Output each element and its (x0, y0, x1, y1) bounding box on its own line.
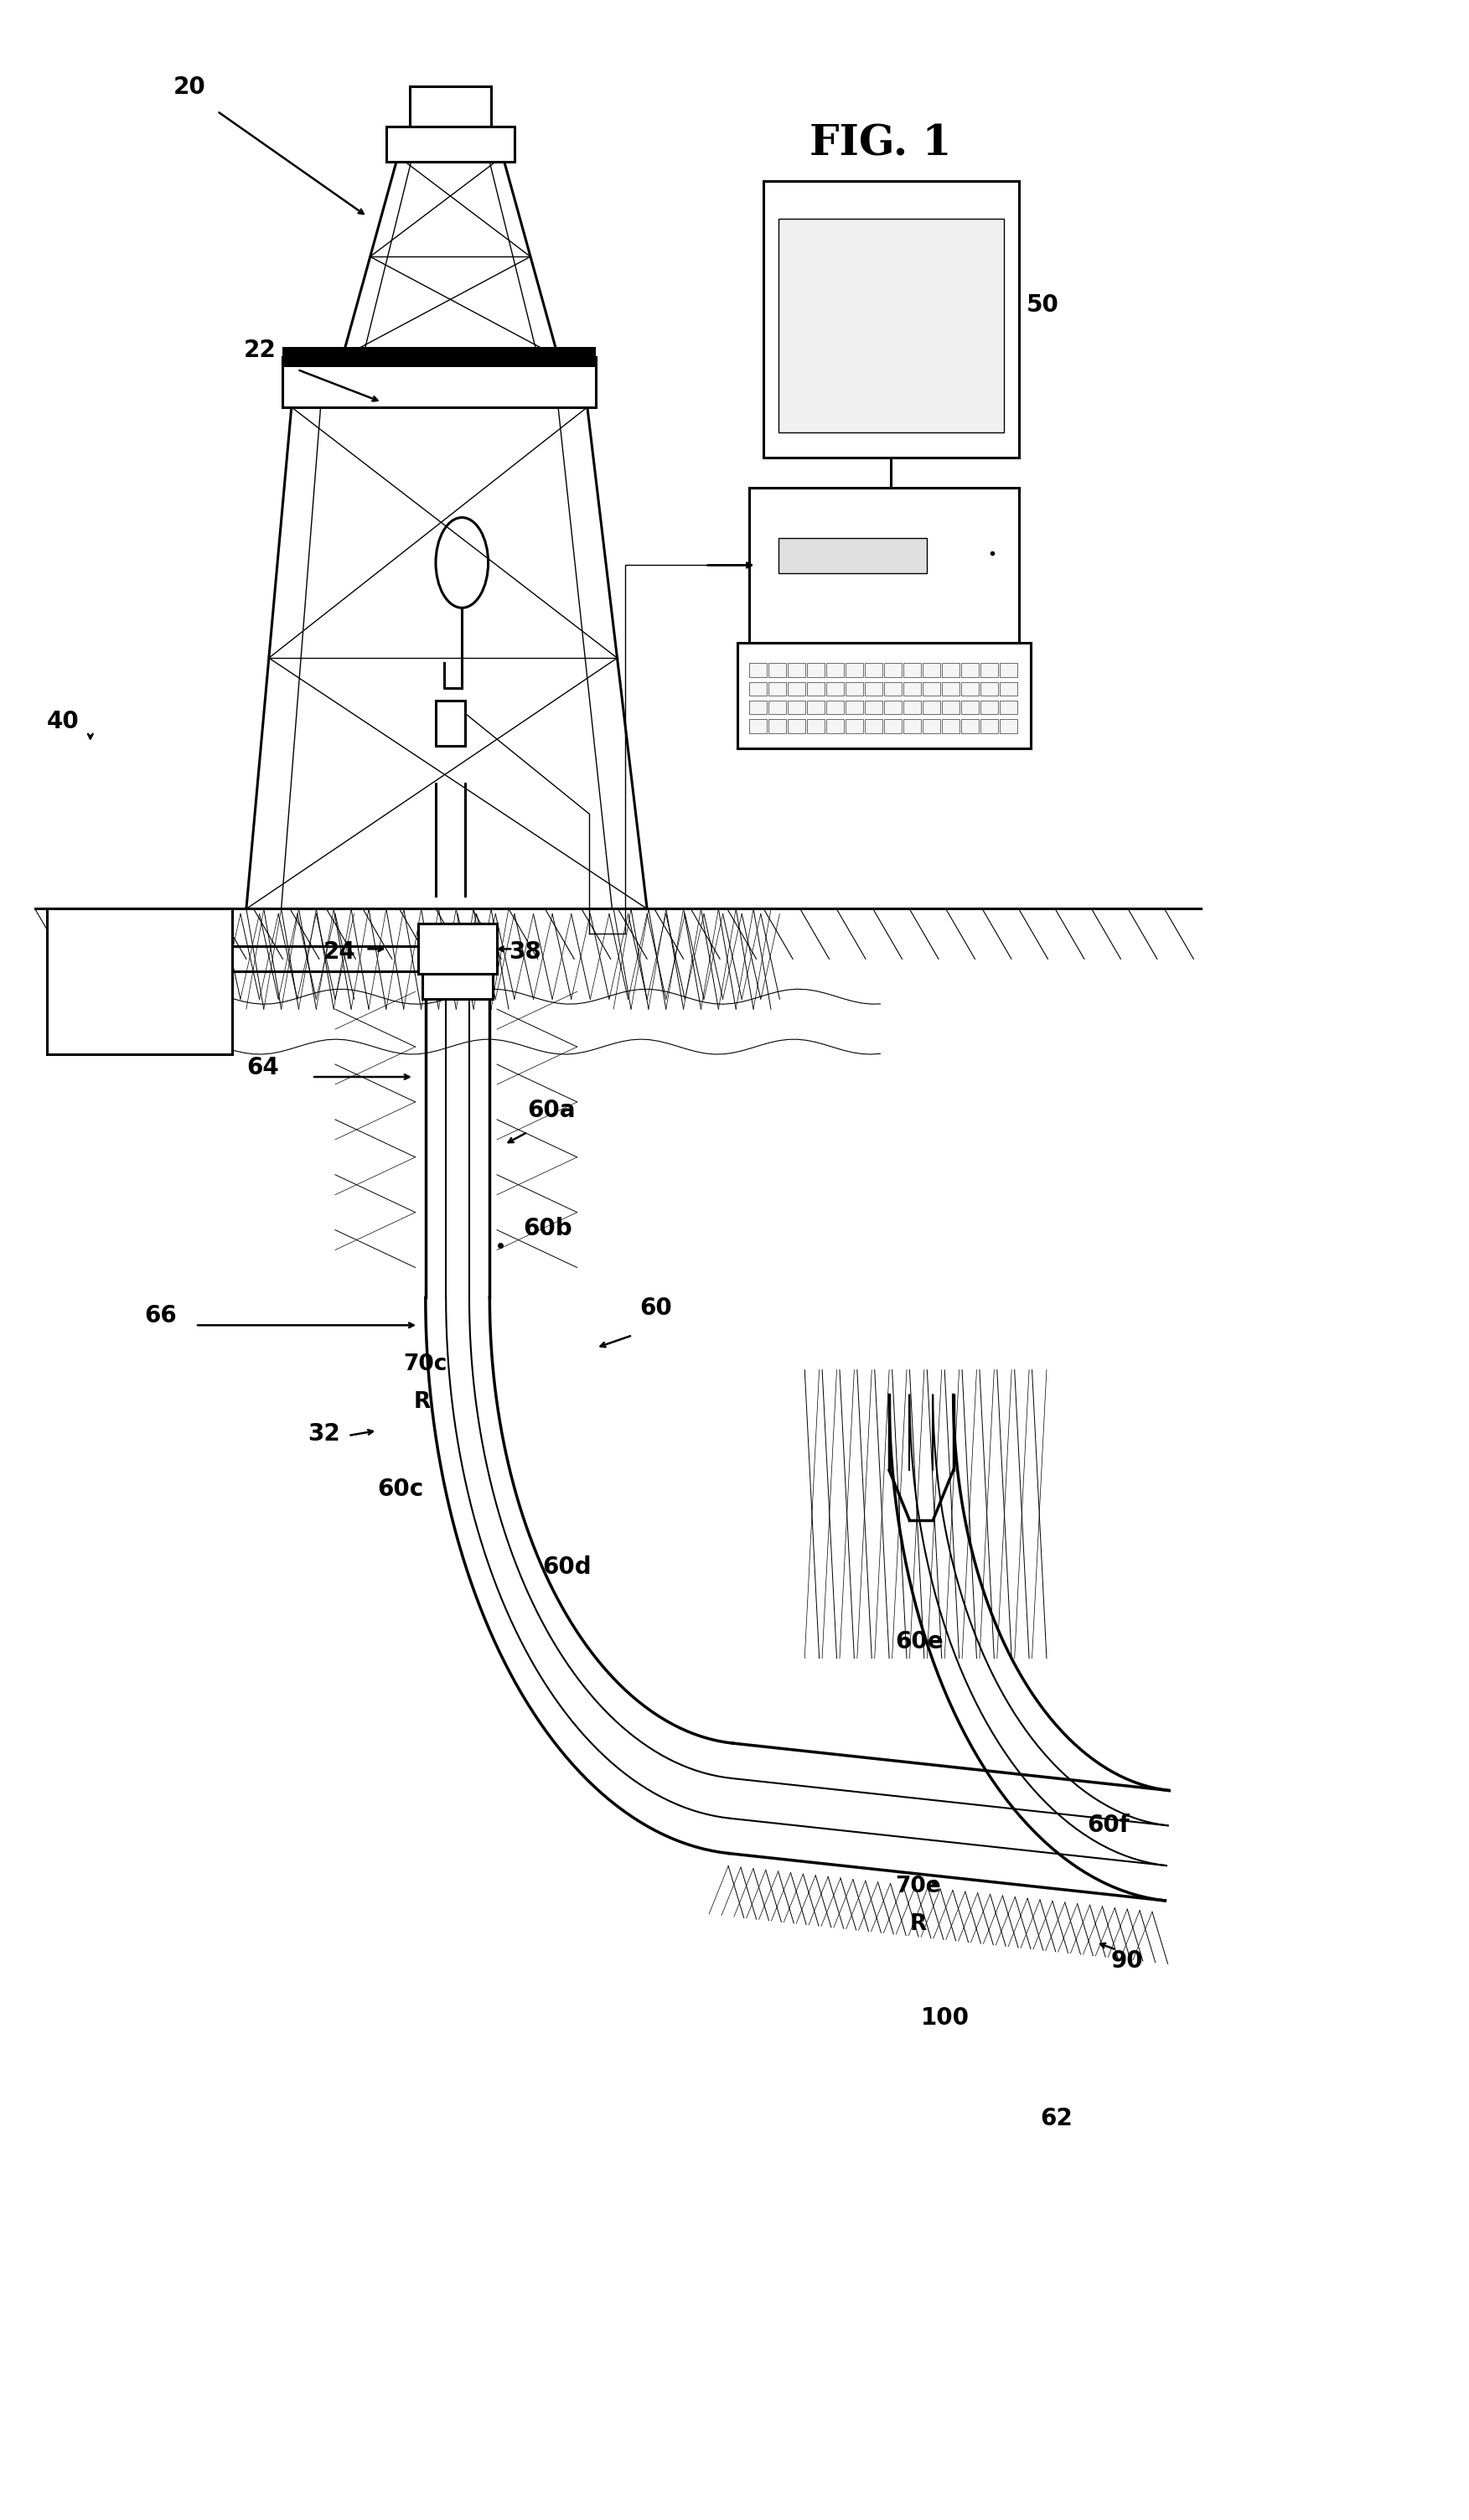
Text: 38: 38 (508, 940, 541, 965)
Bar (865, 718, 883, 733)
Bar (826, 701, 843, 716)
Bar (942, 701, 959, 716)
Bar (845, 663, 864, 678)
Bar (903, 701, 921, 716)
Bar (999, 683, 1017, 696)
Text: 60f: 60f (1087, 1814, 1130, 1837)
Bar (806, 701, 824, 716)
Bar (980, 683, 997, 696)
Bar (980, 701, 997, 716)
Bar (961, 701, 978, 716)
Bar (386, 126, 514, 161)
Bar (826, 663, 843, 678)
Bar (884, 718, 902, 733)
Bar (845, 718, 864, 733)
Bar (999, 718, 1017, 733)
Text: 24: 24 (323, 940, 355, 965)
Bar (942, 663, 959, 678)
Bar (423, 975, 492, 998)
Bar (845, 683, 864, 696)
Bar (47, 910, 232, 1053)
Bar (282, 358, 596, 408)
Bar (865, 683, 883, 696)
Text: R: R (414, 1391, 430, 1414)
Bar (787, 663, 805, 678)
Bar (779, 219, 1005, 433)
Text: FIG. 1: FIG. 1 (809, 123, 952, 164)
Text: 70c: 70c (404, 1353, 448, 1376)
Bar (787, 718, 805, 733)
Bar (436, 701, 464, 746)
Bar (884, 701, 902, 716)
Text: 60d: 60d (542, 1555, 591, 1578)
Text: 100: 100 (921, 2006, 970, 2031)
Bar (923, 683, 940, 696)
Bar (749, 718, 767, 733)
Bar (865, 663, 883, 678)
Bar (749, 486, 1018, 643)
Bar (419, 925, 497, 975)
Text: 32: 32 (307, 1421, 339, 1446)
Bar (961, 663, 978, 678)
Bar (980, 718, 997, 733)
Bar (826, 718, 843, 733)
Text: 60c: 60c (378, 1477, 423, 1502)
Bar (768, 718, 786, 733)
Text: 20: 20 (173, 76, 206, 98)
Bar (768, 663, 786, 678)
Bar (410, 86, 491, 131)
Bar (884, 663, 902, 678)
Bar (999, 701, 1017, 716)
Text: 60b: 60b (523, 1217, 573, 1240)
Bar (903, 718, 921, 733)
Text: 66: 66 (144, 1305, 176, 1328)
Text: 70e: 70e (895, 1875, 940, 1898)
Bar (764, 181, 1018, 456)
Bar (768, 701, 786, 716)
Bar (787, 683, 805, 696)
Text: 90: 90 (1111, 1948, 1143, 1973)
Bar (942, 683, 959, 696)
Bar (779, 537, 927, 572)
Bar (865, 701, 883, 716)
Bar (980, 663, 997, 678)
Text: 64: 64 (247, 1056, 279, 1079)
Bar (845, 701, 864, 716)
Bar (923, 701, 940, 716)
Text: 50: 50 (1025, 292, 1059, 318)
Bar (884, 683, 902, 696)
Bar (806, 663, 824, 678)
Bar (961, 683, 978, 696)
Text: 60e: 60e (895, 1630, 943, 1653)
Bar (942, 718, 959, 733)
Bar (999, 663, 1017, 678)
Bar (923, 718, 940, 733)
Bar (787, 701, 805, 716)
Bar (826, 683, 843, 696)
Bar (806, 718, 824, 733)
Text: 40: 40 (47, 711, 79, 733)
Text: 60a: 60a (527, 1099, 576, 1121)
Text: 60: 60 (640, 1298, 673, 1320)
Bar (903, 683, 921, 696)
Bar (768, 683, 786, 696)
Text: 62: 62 (1040, 2107, 1072, 2129)
Bar (749, 701, 767, 716)
Bar (737, 643, 1030, 748)
Text: 22: 22 (244, 338, 276, 363)
Bar (923, 663, 940, 678)
Bar (749, 663, 767, 678)
Bar (903, 663, 921, 678)
Bar (282, 348, 596, 368)
Bar (961, 718, 978, 733)
Bar (806, 683, 824, 696)
Bar (749, 683, 767, 696)
Text: R: R (909, 1913, 927, 1935)
